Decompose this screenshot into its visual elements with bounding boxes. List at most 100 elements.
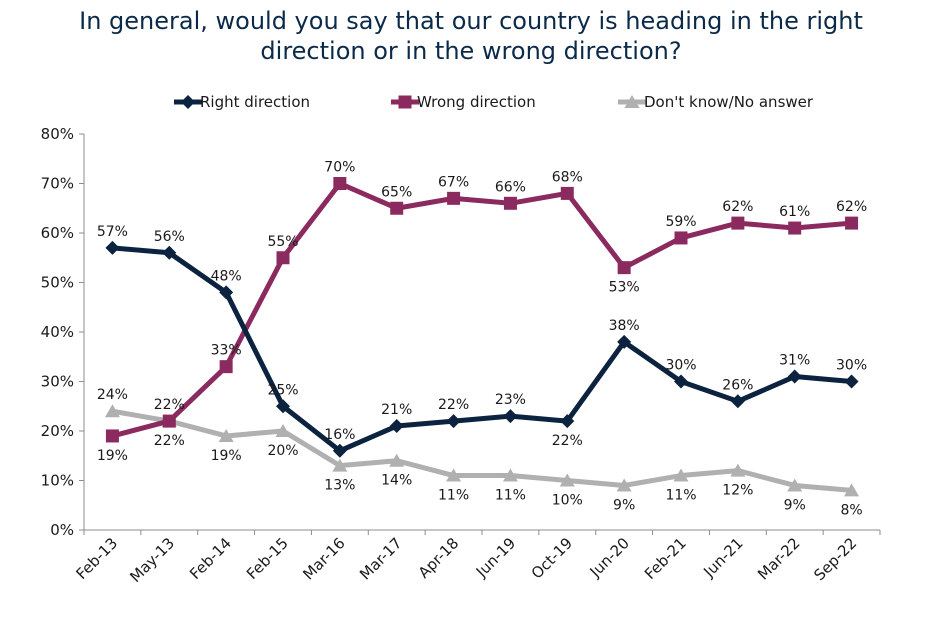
data-point-wrong-direction	[162, 414, 176, 428]
data-point-don-t-know-no-answer	[502, 468, 518, 482]
data-label-wrong-direction: 66%	[495, 179, 526, 195]
x-tick-label: Oct-19	[528, 534, 576, 582]
data-point-wrong-direction	[447, 191, 461, 205]
data-point-right-direction	[162, 245, 177, 260]
series-right-direction	[105, 240, 859, 458]
data-point-right-direction	[219, 285, 234, 300]
x-tick-label: Mar-17	[356, 534, 405, 583]
series-line-right-direction	[112, 245, 852, 454]
axes: 0%10%20%30%40%50%60%70%80%Feb-13 May-13 Fe…	[41, 125, 881, 586]
data-label-right-direction: 26%	[722, 377, 753, 393]
data-label-wrong-direction: 33%	[211, 343, 242, 359]
data-label-wrong-direction: 62%	[722, 199, 753, 215]
data-point-right-direction	[276, 399, 290, 414]
data-point-right-direction	[844, 374, 859, 389]
chart-title-line-2: direction or in the wrong direction?	[260, 37, 682, 65]
y-tick-label: 60%	[41, 224, 74, 242]
y-tick-label: 70%	[41, 175, 74, 193]
data-label-right-direction: 57%	[97, 224, 128, 240]
data-point-right-direction	[332, 443, 347, 458]
data-point-right-direction	[105, 240, 120, 255]
data-point-wrong-direction	[788, 221, 802, 235]
data-point-wrong-direction	[560, 186, 574, 200]
legend-swatch-marker	[624, 95, 640, 108]
data-label-right-direction: 21%	[381, 402, 412, 418]
data-point-wrong-direction	[674, 231, 688, 245]
data-label-wrong-direction: 67%	[438, 174, 469, 190]
data-label-right-direction: 48%	[211, 268, 242, 284]
data-label-don-t-know-no-answer: 11%	[665, 488, 696, 504]
data-label-right-direction: 22%	[438, 397, 469, 413]
data-point-wrong-direction	[105, 429, 119, 443]
data-point-wrong-direction	[333, 177, 347, 190]
data-point-right-direction	[560, 414, 575, 429]
data-label-don-t-know-no-answer: 11%	[438, 488, 469, 504]
data-label-don-t-know-no-answer: 12%	[722, 483, 753, 499]
legend-item-wrong-direction: Wrong direction	[391, 93, 536, 111]
chart-title-line-1: In general, would you say that our count…	[79, 7, 863, 35]
series-wrong-direction	[105, 177, 859, 443]
data-point-don-t-know-no-answer	[218, 428, 234, 442]
data-point-don-t-know-no-answer	[787, 478, 803, 492]
data-label-don-t-know-no-answer: 24%	[97, 387, 128, 403]
data-point-wrong-direction	[617, 261, 631, 275]
legend-swatch-marker	[181, 95, 195, 109]
chart-title: In general, would you say that our count…	[0, 6, 942, 66]
data-point-don-t-know-no-answer	[673, 468, 689, 482]
x-tick-label: Feb-21	[641, 534, 690, 583]
y-tick-label: 20%	[41, 422, 74, 440]
y-tick-label: 50%	[41, 274, 74, 292]
data-label-right-direction: 23%	[495, 392, 526, 408]
y-tick-label: 30%	[41, 373, 74, 391]
x-tick-label: Feb-15	[243, 534, 292, 583]
data-label-right-direction: 30%	[665, 358, 696, 374]
data-label-wrong-direction: 61%	[779, 204, 810, 220]
data-point-don-t-know-no-answer	[446, 468, 462, 482]
data-point-right-direction	[446, 414, 461, 429]
data-label-wrong-direction: 19%	[97, 448, 128, 464]
data-label-wrong-direction: 62%	[836, 199, 867, 215]
data-point-right-direction	[503, 409, 518, 424]
data-point-don-t-know-no-answer	[616, 478, 632, 492]
series-group	[104, 177, 860, 497]
legend: Right direction Wrong direction Don't know…	[174, 93, 814, 111]
x-tick-label: Sep-22	[810, 534, 860, 584]
data-label-right-direction: 30%	[836, 358, 867, 374]
data-label-right-direction: 16%	[324, 427, 355, 443]
data-point-right-direction	[389, 419, 404, 434]
legend-item-right-direction: Right direction	[174, 93, 310, 111]
data-label-right-direction: 22%	[552, 433, 583, 449]
data-label-don-t-know-no-answer: 10%	[552, 493, 583, 509]
data-point-don-t-know-no-answer	[389, 453, 405, 467]
data-point-right-direction	[674, 374, 688, 389]
data-point-wrong-direction	[731, 216, 745, 230]
data-label-don-t-know-no-answer: 13%	[324, 478, 355, 494]
series-line-don-t-know-no-answer	[111, 408, 852, 493]
x-tick-label: May-13	[126, 534, 178, 586]
y-tick-label: 40%	[41, 323, 74, 341]
data-point-wrong-direction	[503, 196, 517, 210]
data-point-don-t-know-no-answer	[730, 463, 746, 477]
data-point-don-t-know-no-answer	[559, 473, 575, 487]
data-point-don-t-know-no-answer	[844, 483, 860, 497]
y-tick-label: 0%	[50, 521, 74, 539]
data-label-wrong-direction: 70%	[324, 160, 355, 176]
data-label-right-direction: 25%	[267, 382, 298, 398]
data-label-wrong-direction: 59%	[665, 214, 696, 230]
y-tick-label: 80%	[41, 125, 74, 143]
data-label-wrong-direction: 55%	[267, 234, 298, 250]
data-point-don-t-know-no-answer	[275, 424, 291, 437]
x-tick-label: Apr-18	[415, 534, 463, 582]
data-point-right-direction	[787, 369, 802, 384]
data-label-right-direction: 31%	[779, 353, 810, 369]
data-label-don-t-know-no-answer: 14%	[381, 473, 412, 489]
data-label-wrong-direction: 68%	[552, 169, 583, 185]
data-label-right-direction: 56%	[154, 229, 185, 245]
data-label-don-t-know-no-answer: 8%	[840, 502, 862, 518]
legend-label-wrong-direction: Wrong direction	[417, 93, 536, 111]
data-label-don-t-know-no-answer: 20%	[267, 443, 298, 459]
legend-label-right-direction: Right direction	[200, 93, 310, 111]
x-tick-label: Jun-19	[472, 534, 519, 581]
data-point-don-t-know-no-answer	[332, 458, 348, 472]
data-point-wrong-direction	[219, 360, 233, 374]
